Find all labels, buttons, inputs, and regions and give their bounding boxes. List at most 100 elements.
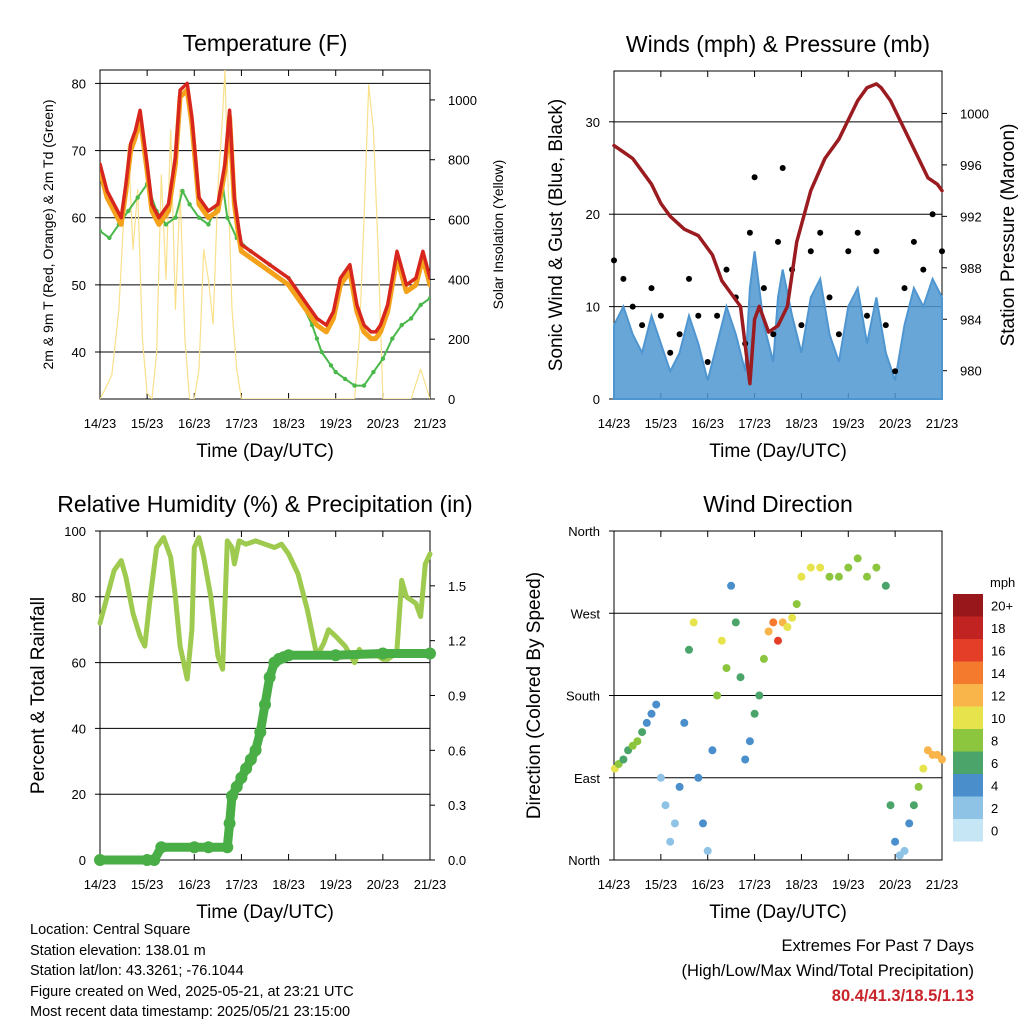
gust-point — [723, 266, 730, 273]
legend-label: 18 — [991, 621, 1005, 636]
chart-title: Relative Humidity (%) & Precipitation (i… — [57, 491, 472, 517]
legend-swatch — [953, 796, 983, 819]
gust-point — [611, 257, 617, 264]
x-tick-label: 21/23 — [414, 877, 447, 892]
temperature-series — [100, 70, 430, 399]
legend-swatch — [953, 661, 983, 684]
extremes-title: Extremes For Past 7 Days — [781, 937, 974, 955]
x-tick-label: 20/23 — [367, 877, 400, 892]
x-tick-label: 21/23 — [926, 416, 959, 431]
x-tick-label: 17/23 — [225, 877, 258, 892]
x-tick-label: 16/23 — [691, 877, 724, 892]
chart-title: Winds (mph) & Pressure (mb) — [626, 31, 930, 57]
y-tick-label: 100 — [64, 524, 86, 539]
direction-point — [769, 618, 778, 627]
x-tick-label: 19/23 — [832, 416, 865, 431]
gust-point — [648, 285, 655, 292]
direction-point — [863, 572, 871, 581]
legend-label: 4 — [991, 778, 998, 793]
y2-tick-label: 1000 — [448, 93, 477, 108]
direction-point — [764, 627, 773, 636]
x-axis-label: Time (Day/UTC) — [709, 441, 847, 462]
y2-tick-label: 992 — [960, 209, 982, 224]
legend-swatch — [953, 594, 983, 617]
y2-tick-label: 600 — [448, 213, 470, 228]
gust-point — [864, 312, 870, 319]
x-tick-label: 18/23 — [785, 416, 818, 431]
direction-point — [750, 709, 759, 718]
gust-point — [929, 211, 936, 218]
direction-point — [900, 846, 909, 855]
y-axis-label: Direction (Colored By Speed) — [524, 572, 545, 819]
gust-point — [695, 312, 702, 319]
direction-point — [670, 819, 679, 828]
direction-point — [774, 636, 782, 645]
direction-point — [694, 773, 703, 782]
x-tick-label: 16/23 — [178, 877, 211, 892]
precip-point — [244, 753, 257, 766]
recent-text: Most recent data timestamp: 2025/05/21 2… — [30, 1004, 351, 1020]
direction-point — [722, 664, 731, 673]
legend-swatch — [953, 616, 983, 639]
x-axis-label: Time (Day/UTC) — [709, 902, 847, 923]
gust-point — [807, 248, 814, 255]
winds-pressure-panel: Winds (mph) & Pressure (mb) 14/23 15/23 16/… — [546, 31, 1019, 462]
t2m-line — [100, 81, 430, 334]
created-text: Figure created on Wed, 2025-05-21, at 23… — [30, 983, 354, 1000]
direction-point — [619, 755, 628, 764]
gust-point — [775, 238, 781, 245]
gust-point — [798, 322, 805, 329]
y2-tick-label: 996 — [960, 158, 982, 173]
y-tick-label: 60 — [72, 656, 86, 671]
extremes-subtitle: (High/Low/Max Wind/Total Precipitation) — [681, 962, 974, 980]
y-tick-label: 0 — [79, 853, 86, 868]
x-tick-label: 16/23 — [691, 416, 724, 431]
y2-tick-label: 0 — [448, 392, 455, 407]
y-tick-label: 40 — [72, 345, 86, 360]
legend-swatch — [953, 706, 983, 729]
direction-point — [685, 645, 693, 654]
direction-point — [914, 782, 923, 791]
direction-point — [675, 782, 684, 791]
gust-point — [817, 229, 824, 236]
precip-point — [376, 647, 389, 660]
y2-axis-label: Station Pressure (Maroon) — [998, 124, 1019, 347]
y-tick-label: 0 — [593, 392, 600, 407]
gust-point — [620, 275, 627, 282]
direction-point — [727, 581, 736, 590]
precip-point — [155, 841, 168, 854]
pressure-line — [612, 82, 944, 386]
gust-point — [835, 331, 842, 338]
y-tick-label: 30 — [586, 115, 600, 130]
wind-direction-panel: Wind Direction 14/23 15/23 16/23 17/23 18/23 1… — [524, 491, 958, 923]
gust-point — [882, 322, 889, 329]
gust-point — [854, 229, 861, 236]
y2-tick-label: 0.6 — [448, 743, 466, 758]
direction-point — [783, 623, 792, 631]
direction-point — [680, 718, 689, 727]
y2-tick-label: 1000 — [960, 106, 989, 121]
x-tick-label: 14/23 — [84, 416, 117, 431]
direction-point — [699, 819, 707, 828]
latlon-text: Station lat/lon: 43.3261; -76.1044 — [30, 963, 244, 979]
elevation-text: Station elevation: 138.01 m — [30, 942, 206, 959]
legend-title: mph — [990, 575, 1015, 590]
y2-tick-label: 988 — [960, 261, 982, 276]
y-axis-label: 2m & 9m T (Red, Orange) & 2m Td (Green) — [40, 100, 56, 370]
legend-swatch — [953, 729, 983, 752]
extremes-values: 80.4/41.3/18.5/1.13 — [831, 987, 974, 1005]
x-tick-label: 19/23 — [319, 416, 352, 431]
precip-point — [223, 817, 236, 830]
y2-tick-label: 0.9 — [448, 689, 466, 704]
x-tick-label: 21/23 — [926, 877, 959, 892]
t9m-line — [100, 87, 430, 342]
direction-point — [656, 773, 665, 782]
direction-point — [919, 764, 928, 773]
y2-tick-label: 400 — [448, 272, 470, 287]
precip-point — [230, 780, 243, 793]
direction-point — [759, 654, 768, 663]
y-tick-label: North — [568, 853, 600, 868]
y2-tick-label: 0.3 — [448, 798, 466, 813]
x-axis-label: Time (Day/UTC) — [196, 441, 334, 462]
